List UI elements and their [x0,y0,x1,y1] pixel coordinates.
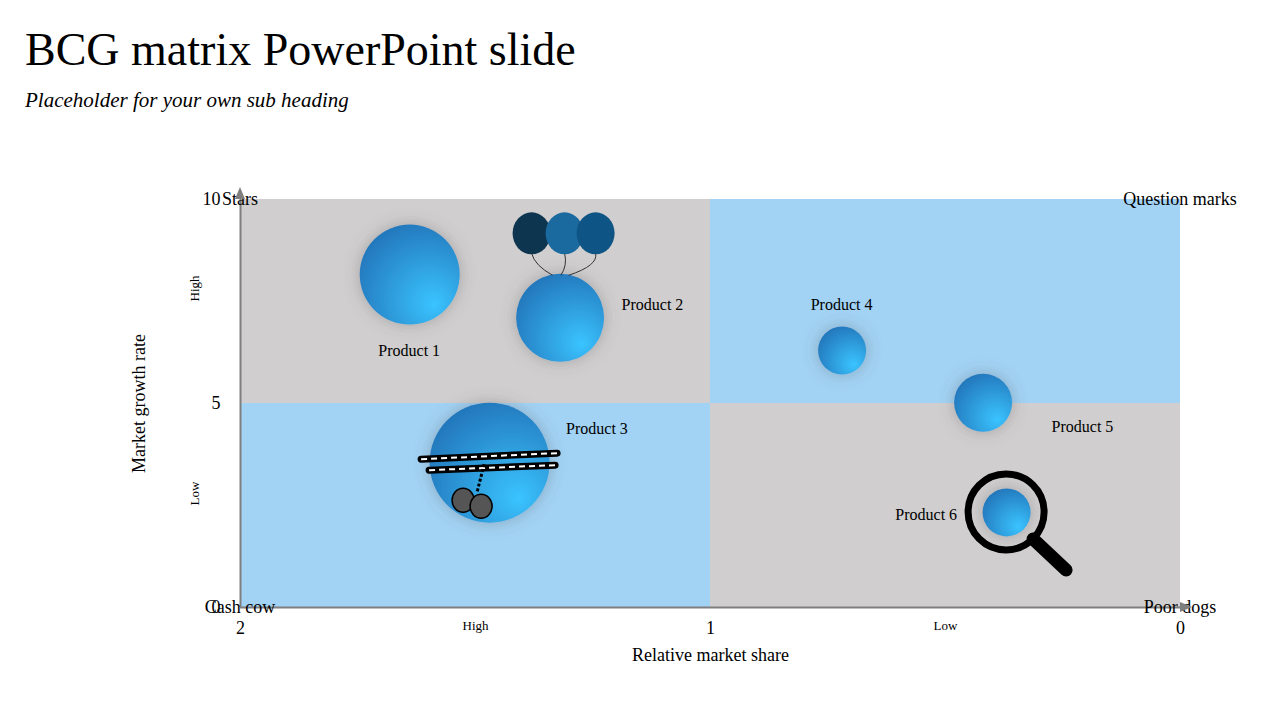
svg-text:Question marks: Question marks [1123,189,1236,209]
svg-text:High: High [187,275,202,302]
svg-text:Stars: Stars [222,188,258,209]
svg-text:Low: Low [187,481,202,505]
svg-text:High: High [463,618,490,633]
svg-text:Poor dogs: Poor dogs [1144,597,1217,617]
svg-text:Low: Low [934,618,958,633]
svg-text:1: 1 [706,618,715,638]
svg-text:10: 10 [203,189,221,209]
svg-text:Product 6: Product 6 [895,506,957,523]
svg-text:Product 5: Product 5 [1052,418,1114,435]
svg-text:Product 4: Product 4 [811,296,873,313]
svg-text:Relative market share: Relative market share [632,645,789,665]
svg-text:Product 2: Product 2 [622,296,684,313]
svg-text:Product 3: Product 3 [566,420,628,437]
html-text:BCG matrix PowerPoint slide: BCG matrix PowerPoint slide [25,24,576,75]
html-text:Placeholder for your own sub h: Placeholder for your own sub heading [25,88,349,112]
svg-text:Market growth rate: Market growth rate [129,334,149,473]
svg-text:Cash cow: Cash cow [205,597,276,617]
svg-text:2: 2 [236,618,245,638]
svg-text:5: 5 [212,393,221,413]
svg-text:0: 0 [1176,618,1185,638]
svg-text:Product 1: Product 1 [378,342,440,359]
